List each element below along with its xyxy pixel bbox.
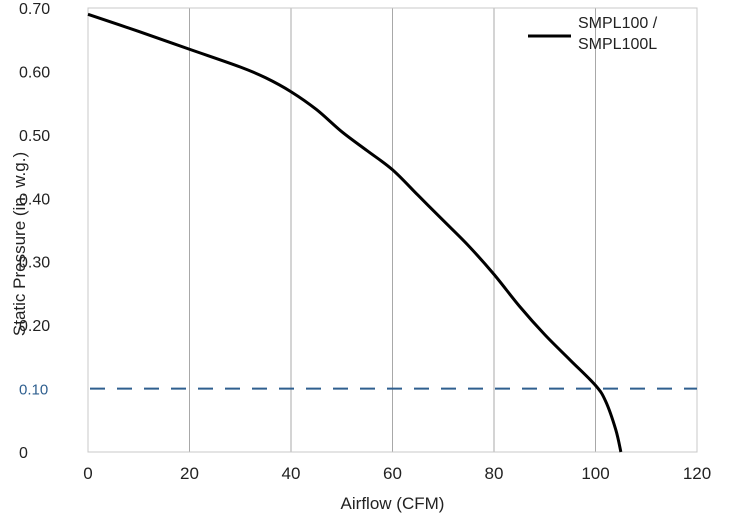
y-tick-label: 0.60 <box>19 64 50 81</box>
y-tick-label: 0.10 <box>19 382 48 399</box>
legend-label: SMPL100 /SMPL100L <box>578 15 658 53</box>
series-group <box>87 12 623 453</box>
grid <box>189 8 596 452</box>
x-axis-label: Airflow (CFM) <box>341 494 445 513</box>
y-tick-label: 0 <box>19 445 28 462</box>
x-tick-label: 0 <box>83 464 92 483</box>
legend: SMPL100 /SMPL100L <box>528 15 658 53</box>
x-tick-labels: 0 20 40 60 80 100 120 <box>83 464 711 483</box>
y-tick-label: 0.50 <box>19 128 50 145</box>
x-tick-label: 40 <box>282 464 301 483</box>
y-tick-label: 0.40 <box>19 191 50 208</box>
x-tick-label: 80 <box>485 464 504 483</box>
y-tick-label: 0.20 <box>19 318 50 335</box>
x-tick-label: 20 <box>180 464 199 483</box>
x-tick-label: 100 <box>581 464 609 483</box>
y-tick-label: 0.70 <box>19 1 50 18</box>
x-tick-label: 60 <box>383 464 402 483</box>
y-tick-label: 0.30 <box>19 255 50 272</box>
y-tick-labels: 0 0.10 0.20 0.30 0.40 0.50 0.60 0.70 <box>19 1 50 462</box>
x-tick-label: 120 <box>683 464 711 483</box>
plot-frame <box>87 7 698 453</box>
y-axis-label: Static Pressure (in. w.g.) <box>10 152 29 336</box>
series-line <box>87 12 623 453</box>
